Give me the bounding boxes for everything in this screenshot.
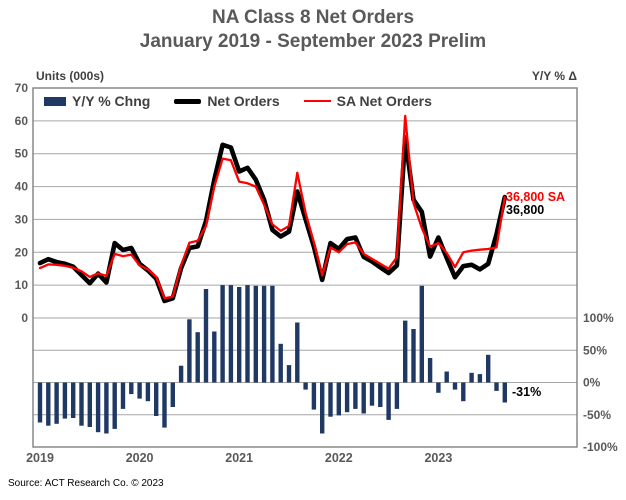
yy-bar xyxy=(320,382,325,434)
yy-bar xyxy=(95,382,101,433)
left-axis-tick: 0 xyxy=(21,311,28,325)
legend-item-yy-chng: Y/Y % Chng xyxy=(44,93,150,109)
yy-bar xyxy=(87,382,92,427)
legend-label-yy-chng: Y/Y % Chng xyxy=(72,93,151,109)
yy-bar xyxy=(486,354,491,383)
yy-bar xyxy=(245,285,250,383)
left-axis-tick: 30 xyxy=(15,212,29,226)
right-axis-title: Y/Y % Δ xyxy=(532,69,577,83)
x-axis-year-label: 2021 xyxy=(225,451,253,465)
yy-bar xyxy=(154,382,159,416)
yy-bar xyxy=(311,382,317,410)
legend-item-net-orders: Net Orders xyxy=(174,93,280,109)
red-line-swatch-icon xyxy=(303,99,331,103)
yy-bar xyxy=(278,343,283,383)
x-axis-year-label: 2022 xyxy=(325,451,353,465)
yy-bars xyxy=(37,285,507,434)
yy-bar xyxy=(477,374,483,383)
yy-bar xyxy=(129,382,134,395)
right-axis-tick: -50% xyxy=(583,408,611,422)
yy-bar xyxy=(145,382,151,402)
bar-swatch-icon xyxy=(44,96,66,106)
yy-bar xyxy=(261,285,267,383)
chart-title-line2: January 2019 - September 2023 Prelim xyxy=(139,31,487,52)
left-axis-tick: 50 xyxy=(15,147,29,161)
yy-bar xyxy=(328,382,333,417)
yy-bar xyxy=(220,285,225,383)
last-bar-label: -31% xyxy=(512,385,541,399)
yy-bar xyxy=(253,285,258,383)
yy-bar xyxy=(295,322,300,383)
right-axis-tick: -100% xyxy=(583,440,618,454)
yy-bar xyxy=(403,320,408,383)
yy-bar xyxy=(178,365,184,383)
source-note: Source: ACT Research Co. © 2023 xyxy=(8,478,164,489)
yy-bar xyxy=(286,365,292,383)
yy-bar xyxy=(361,382,366,414)
yy-bar xyxy=(187,319,192,383)
yy-bar xyxy=(37,382,43,423)
yy-bar xyxy=(203,289,209,383)
yy-bar xyxy=(336,382,341,416)
yy-bar xyxy=(378,382,383,407)
yy-bar xyxy=(162,382,167,428)
left-axis-tick: 70 xyxy=(15,81,29,95)
yy-bar xyxy=(469,372,474,383)
yy-bar xyxy=(270,285,275,383)
yy-bar xyxy=(237,287,242,383)
x-axis-year-label: 2020 xyxy=(126,451,154,465)
x-axis-year-label: 2023 xyxy=(424,451,452,465)
left-axis-tick: 10 xyxy=(15,278,29,292)
right-axis-tick: 100% xyxy=(583,311,614,325)
plot-border xyxy=(32,87,578,448)
left-axis-tick: 40 xyxy=(15,180,29,194)
left-axis-tick: 20 xyxy=(15,245,29,259)
sa-net-orders-line xyxy=(38,114,506,300)
yy-bar xyxy=(228,285,234,383)
chart-legend: Y/Y % Chng Net Orders SA Net Orders xyxy=(44,93,432,109)
yy-bar xyxy=(502,382,507,403)
yy-bar xyxy=(212,331,217,383)
yy-bar xyxy=(104,382,109,434)
left-axis-tick: 60 xyxy=(15,114,29,128)
yy-bar xyxy=(461,382,466,402)
yy-bar xyxy=(79,382,84,426)
yy-bar xyxy=(494,382,499,391)
yy-bar xyxy=(170,382,175,407)
yy-bar xyxy=(411,329,416,383)
sa-endpoint-label: 36,800 SA xyxy=(506,190,565,204)
right-axis-tick: 50% xyxy=(583,343,607,357)
yy-bar xyxy=(427,358,433,383)
yy-bar xyxy=(369,382,375,406)
yy-bar xyxy=(452,382,458,390)
right-axis-tick: 0% xyxy=(583,376,601,390)
yy-bar xyxy=(344,382,350,413)
yy-bar xyxy=(71,382,76,418)
yy-bar xyxy=(444,371,449,383)
legend-label-sa-net-orders: SA Net Orders xyxy=(336,93,432,109)
left-axis-title: Units (000s) xyxy=(36,69,104,83)
yy-bar xyxy=(120,382,126,409)
legend-label-net-orders: Net Orders xyxy=(207,93,280,109)
chart-title-line1: NA Class 8 Net Orders xyxy=(211,7,415,28)
yy-bar xyxy=(54,382,59,424)
chart-title: NA Class 8 Net Orders January 2019 - Sep… xyxy=(0,6,626,54)
yy-bar xyxy=(46,382,51,426)
yy-bar xyxy=(137,382,142,399)
x-axis-year-label: 2019 xyxy=(26,451,54,465)
yy-bar xyxy=(353,382,358,409)
yy-bar xyxy=(303,382,308,390)
yy-bar xyxy=(112,382,117,429)
yy-bar xyxy=(195,332,200,383)
yy-bar xyxy=(419,285,424,383)
yy-bar xyxy=(386,382,391,420)
legend-item-sa-net-orders: SA Net Orders xyxy=(303,93,432,109)
net-orders-endpoint-label: 36,800 xyxy=(506,203,544,217)
yy-bar xyxy=(436,382,441,393)
yy-bar xyxy=(62,382,68,419)
yy-bar xyxy=(394,382,400,409)
black-line-swatch-icon xyxy=(174,98,202,104)
